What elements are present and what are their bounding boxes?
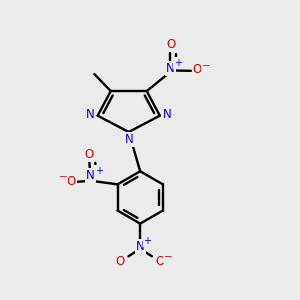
Text: +: +: [143, 236, 152, 246]
Text: N: N: [166, 62, 175, 75]
Text: N: N: [86, 169, 95, 182]
Text: −: −: [164, 252, 173, 262]
Text: +: +: [174, 58, 182, 68]
Text: −: −: [202, 61, 210, 70]
Text: O: O: [156, 255, 165, 268]
Text: O: O: [66, 175, 76, 188]
Text: N: N: [125, 133, 134, 146]
Text: O: O: [115, 255, 124, 268]
Text: −: −: [59, 172, 68, 182]
Text: N: N: [86, 109, 95, 122]
Text: N: N: [163, 109, 171, 122]
Text: O: O: [166, 38, 176, 51]
Text: O: O: [85, 148, 94, 161]
Text: O: O: [193, 63, 202, 76]
Text: +: +: [94, 166, 103, 176]
Text: N: N: [136, 240, 145, 253]
